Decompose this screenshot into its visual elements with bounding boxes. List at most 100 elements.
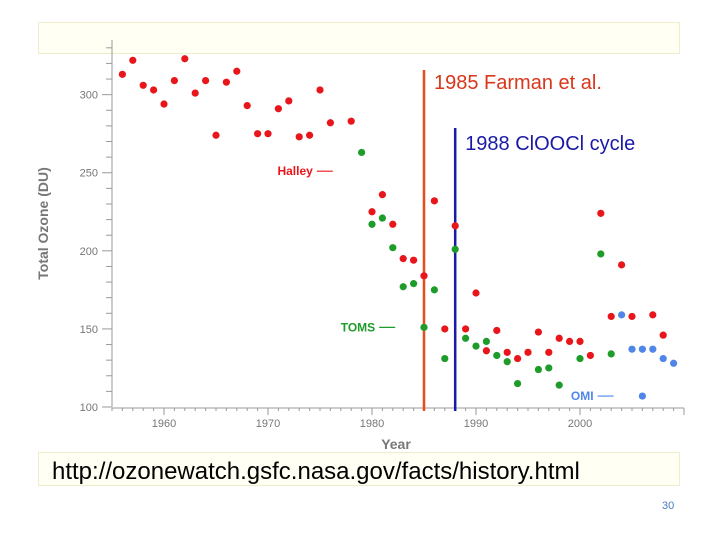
data-point-halley [524,348,532,356]
data-point-halley [389,220,397,228]
data-point-toms [410,280,418,288]
data-point-toms [441,354,449,363]
x-tick-label: 1970 [256,418,280,430]
data-point-toms [597,250,605,258]
data-point-toms [607,350,615,358]
data-point-halley [306,131,314,139]
data-point-halley [586,351,595,360]
series-label-halley: Halley [277,164,313,178]
data-point-toms [420,323,428,331]
source-url[interactable]: http://ozonewatch.gsfc.nasa.gov/facts/hi… [52,458,580,485]
x-tick-label: 2000 [568,418,592,430]
data-point-omi [649,345,657,353]
y-tick-label: 100 [80,402,98,414]
data-point-halley [254,130,262,138]
annotation-label: 1985 Farman et al. [434,72,602,94]
x-axis-title: Year [381,436,411,452]
data-point-halley [243,101,251,110]
data-point-toms [545,364,553,372]
data-point-halley [129,56,137,64]
caption-placeholder-frame [38,452,680,486]
data-point-omi [638,345,647,353]
data-point-halley [368,208,376,216]
data-point-halley [378,191,386,199]
data-point-halley [150,86,158,94]
data-point-omi [628,345,636,353]
data-point-halley [233,67,241,75]
data-point-halley [118,70,126,78]
data-point-halley [534,328,543,336]
series-label-toms: TOMS [341,320,375,334]
data-point-toms [503,358,511,366]
title-placeholder-frame [38,22,680,54]
data-point-toms [368,220,376,228]
data-point-halley [472,289,480,297]
y-tick-label: 250 [80,168,98,180]
x-tick-label: 1960 [152,418,176,430]
data-point-toms [472,342,480,350]
data-point-toms [358,148,366,157]
slide-number: 30 [662,500,675,512]
data-point-halley [628,312,636,321]
data-point-omi [618,311,626,319]
data-point-halley [462,325,470,333]
data-point-halley [212,131,220,139]
data-point-halley [139,81,147,89]
data-point-halley [618,261,626,269]
data-point-halley [410,256,418,264]
data-point-halley [274,105,282,113]
data-point-halley [326,119,334,127]
data-point-halley [160,100,168,108]
data-point-halley [181,55,189,63]
data-point-toms [514,379,522,388]
x-tick-label: 1980 [360,418,384,430]
data-point-halley [451,222,459,230]
data-point-halley [170,77,178,85]
data-point-halley [441,325,449,333]
data-point-halley [420,272,428,280]
data-point-halley [649,311,657,319]
data-point-toms [462,334,470,342]
data-point-omi [659,354,667,363]
series-label-omi: OMI [571,389,594,403]
data-point-halley [285,97,293,105]
data-point-halley [503,348,511,356]
data-point-toms [451,245,459,253]
data-point-halley [295,133,303,141]
y-axis-title: Total Ozone (DU) [35,167,51,280]
data-point-halley [607,312,615,321]
data-point-halley [430,197,438,205]
data-point-halley [316,86,324,94]
annotation-label: 1988 ClOOCl cycle [465,133,635,155]
data-point-halley [659,331,667,339]
data-point-halley [576,337,584,346]
y-tick-label: 200 [80,246,98,258]
data-point-halley [545,348,553,356]
data-point-toms [576,354,584,363]
data-point-halley [597,209,605,217]
data-point-halley [191,89,199,97]
data-point-toms [482,337,490,346]
data-point-halley [493,326,501,335]
x-tick-label: 1990 [464,418,488,430]
data-point-omi [638,392,647,400]
y-tick-label: 150 [80,324,98,336]
data-point-halley [514,354,522,363]
data-point-toms [430,286,438,294]
data-point-halley [347,117,355,125]
data-point-halley [555,334,563,342]
data-point-toms [389,244,397,252]
data-point-halley [222,78,230,86]
data-point-toms [555,381,563,389]
data-point-halley [482,347,490,355]
data-point-halley [264,130,272,138]
data-point-toms [534,365,543,374]
data-point-halley [202,77,210,85]
data-point-halley [399,255,407,263]
data-point-toms [378,214,386,222]
y-tick-label: 300 [80,90,98,102]
data-point-toms [493,351,501,360]
data-point-halley [566,337,574,346]
data-point-toms [399,283,407,291]
